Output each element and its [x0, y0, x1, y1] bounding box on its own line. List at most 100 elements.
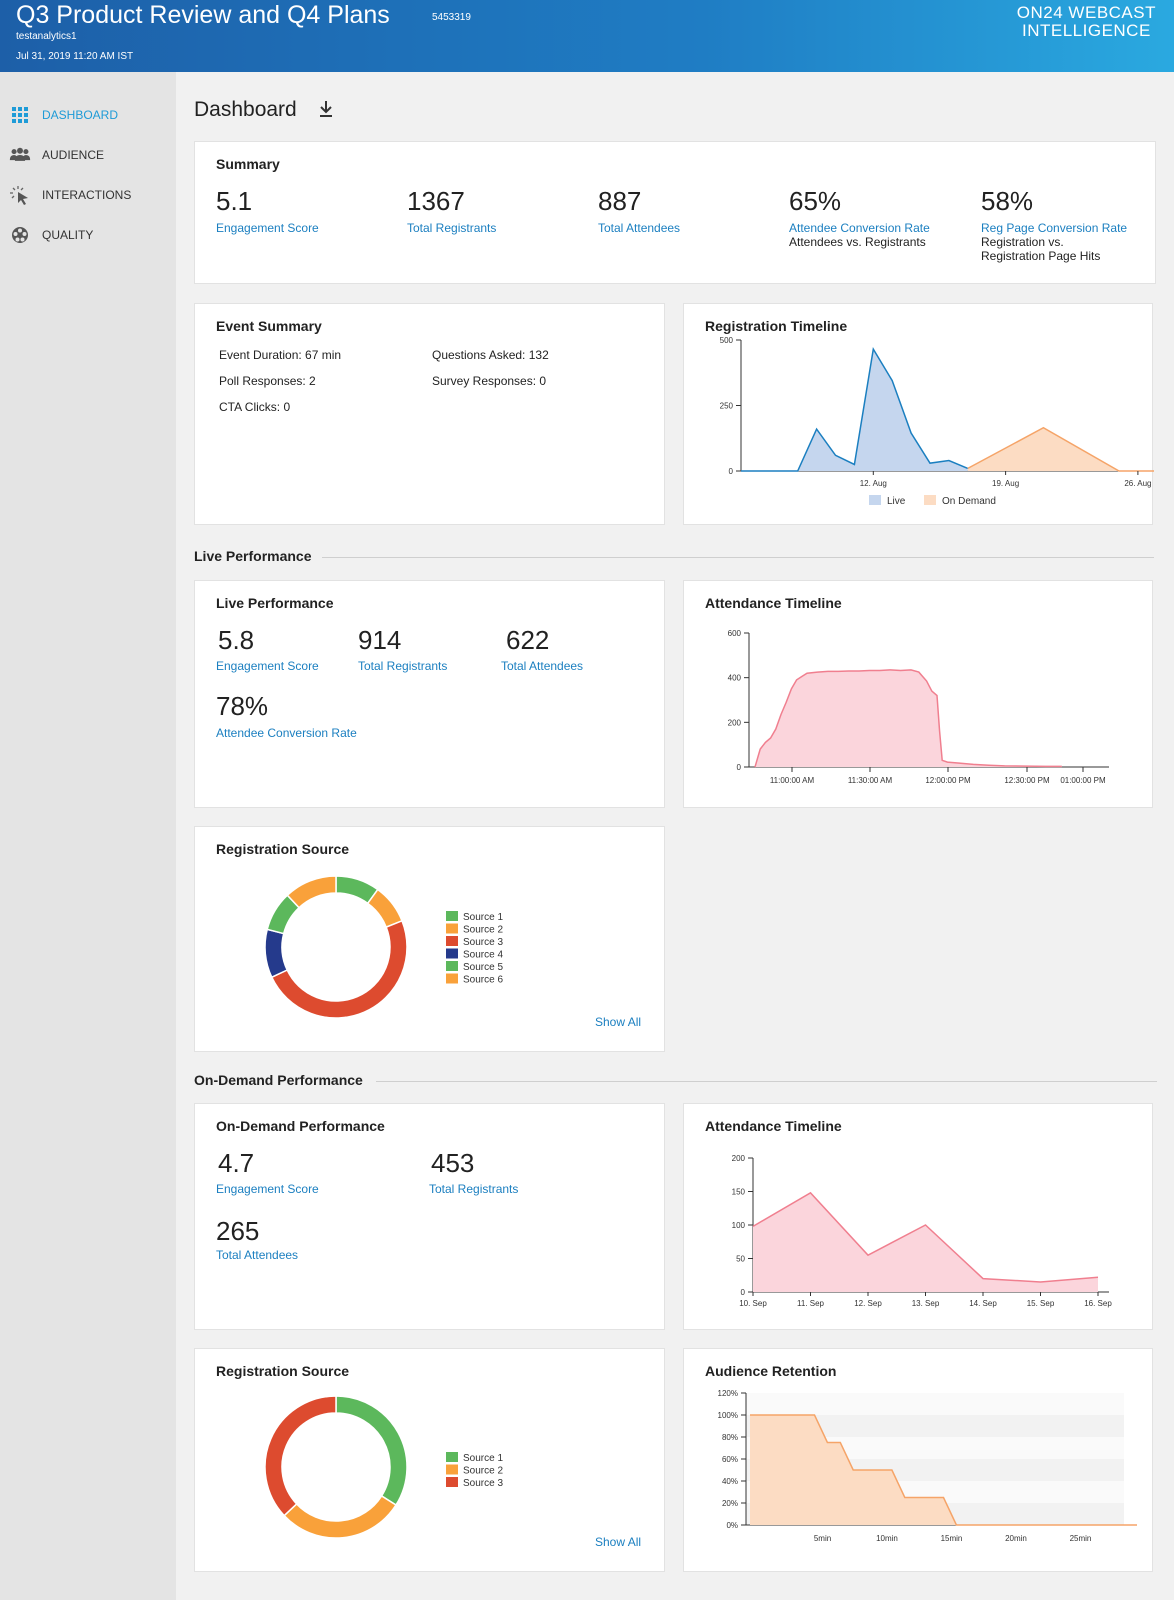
donut-slice-3 — [264, 1395, 337, 1517]
legend-swatch-6 — [446, 973, 458, 984]
section-divider — [322, 557, 1154, 558]
show-all-link[interactable]: Show All — [595, 1015, 642, 1029]
y-tick-label: 60% — [722, 1455, 738, 1464]
card-title: Live Performance — [216, 595, 334, 611]
legend-swatch-1 — [924, 495, 936, 505]
retention-line — [750, 1414, 1137, 1526]
x-tick-label: 15min — [941, 1534, 963, 1543]
y-tick-label: 0 — [737, 763, 742, 772]
x-tick-label: 10min — [876, 1534, 898, 1543]
x-tick-label: 12. Aug — [860, 479, 887, 488]
card-title: Event Summary — [216, 318, 322, 334]
sidebar-item-label: INTERACTIONS — [42, 188, 132, 202]
legend-label-1: Source 1 — [463, 1453, 503, 1464]
y-tick-label: 50 — [736, 1255, 745, 1264]
download-icon[interactable] — [318, 100, 334, 118]
y-tick-label: 150 — [732, 1188, 746, 1197]
live-attendee-conversion-label: Attendee Conversion Rate — [216, 726, 357, 740]
legend-label-5: Source 5 — [463, 962, 503, 973]
section-divider — [376, 1081, 1157, 1082]
live-performance-card: Live Performance 5.8 Engagement Score 91… — [194, 580, 665, 808]
x-tick-label: 25min — [1070, 1534, 1092, 1543]
x-tick-label: 15. Sep — [1027, 1299, 1055, 1308]
donut-slice-4 — [264, 928, 289, 979]
attendance-line — [752, 1191, 1099, 1283]
registration-timeline-chart: 0 250 500 12. Aug 19. Aug 26. Aug Live On Deman… — [720, 336, 1154, 507]
sidebar: DASHBOARD AUDIENCE INTERACTIONS — [0, 72, 176, 1600]
x-tick-label: 13. Sep — [912, 1299, 940, 1308]
ondemand-attendance-timeline-card: Attendance Timeline 0 50 100 150 200 10. Sep 1… — [683, 1103, 1153, 1330]
engagement-score-label: Engagement Score — [216, 221, 319, 235]
live-attendance-timeline-card: Attendance Timeline 0 200 400 600 11:00:00 A… — [683, 580, 1153, 808]
y-tick-label: 100% — [718, 1411, 738, 1420]
live-total-registrants-value: 914 — [358, 625, 402, 655]
legend-swatch-5 — [446, 961, 458, 971]
card-title: Registration Timeline — [705, 318, 848, 334]
x-tick-label: 19. Aug — [992, 479, 1019, 488]
legend-label-1: Source 1 — [463, 912, 503, 923]
attendee-conversion-label: Attendee Conversion Rate — [789, 221, 930, 235]
sidebar-item-dashboard[interactable]: DASHBOARD — [0, 100, 176, 130]
reg-page-conversion-label: Reg Page Conversion Rate — [981, 221, 1128, 235]
x-tick-label: 16. Sep — [1084, 1299, 1112, 1308]
live-total-registrants-label: Total Registrants — [358, 659, 448, 673]
y-tick-label: 20% — [722, 1499, 738, 1508]
legend-swatch-1 — [446, 1452, 458, 1462]
total-registrants-value: 1367 — [407, 186, 465, 216]
show-all-link[interactable]: Show All — [595, 1535, 642, 1549]
legend-label-3: Source 3 — [463, 937, 503, 948]
legend-swatch-3 — [446, 1477, 458, 1487]
legend-swatch-4 — [446, 948, 458, 959]
live-attendee-conversion-value: 78% — [216, 691, 269, 721]
ondemand-attendance-chart: 0 50 100 150 200 10. Sep 11. Sep 12. Sep 13. Sep… — [732, 1154, 1113, 1308]
y-tick-label: 500 — [720, 336, 734, 345]
section-header-live: Live Performance — [194, 548, 312, 564]
legend-swatch-0 — [869, 495, 881, 505]
ondemand-total-registrants-label: Total Registrants — [429, 1182, 519, 1196]
reg-page-conversion-sub-2: Registration Page Hits — [981, 249, 1101, 263]
registration-timeline-card: Registration Timeline 0 250 500 12. Aug 19. … — [683, 303, 1154, 525]
y-tick-label: 80% — [722, 1433, 738, 1442]
x-tick-label: 01:00:00 PM — [1060, 776, 1106, 785]
x-tick-label: 14. Sep — [969, 1299, 997, 1308]
audience-retention-card: Audience Retention 0% 20% 40% 60% 80% 100% 120… — [683, 1348, 1153, 1572]
legend-label-3: Source 3 — [463, 1478, 503, 1489]
survey-responses: Survey Responses: 0 — [432, 374, 547, 388]
plot-band — [746, 1393, 1124, 1415]
legend-swatch-3 — [446, 936, 458, 946]
section-header-ondemand: On-Demand Performance — [194, 1072, 363, 1088]
x-tick-label: 10. Sep — [739, 1299, 767, 1308]
x-tick-label: 12:00:00 PM — [925, 776, 971, 785]
donut-slice-1 — [335, 1395, 408, 1507]
series-line-0 — [741, 347, 969, 472]
sidebar-item-audience[interactable]: AUDIENCE — [0, 140, 176, 170]
brand-logo: ON24 WEBCAST INTELLIGENCE — [1017, 4, 1156, 40]
x-tick-label: 20min — [1005, 1534, 1027, 1543]
y-tick-label: 250 — [720, 402, 734, 411]
card-title: Attendance Timeline — [705, 595, 842, 611]
sidebar-item-quality[interactable]: QUALITY — [0, 220, 176, 250]
card-title: On-Demand Performance — [216, 1118, 385, 1134]
live-attendance-chart: 0 200 400 600 11:00:00 AM 11:30:00 AM 12:00:00… — [728, 629, 1109, 785]
series-area-1 — [967, 427, 1154, 471]
ondemand-performance-card: On-Demand Performance 4.7 Engagement Sco… — [194, 1103, 665, 1330]
legend-swatch-1 — [446, 911, 458, 921]
questions-asked: Questions Asked: 132 — [432, 348, 549, 362]
card-title: Summary — [216, 156, 280, 172]
legend-label-4: Source 4 — [463, 950, 503, 961]
event-duration: Event Duration: 67 min — [219, 348, 342, 362]
film-reel-icon — [12, 227, 28, 243]
live-total-attendees-label: Total Attendees — [501, 659, 584, 673]
live-engagement-score-label: Engagement Score — [216, 659, 319, 673]
y-tick-label: 0 — [741, 1288, 746, 1297]
legend-swatch-2 — [446, 1464, 458, 1475]
app-header: Q3 Product Review and Q4 Plans 5453319 t… — [0, 0, 1174, 72]
legend-swatch-2 — [446, 923, 458, 934]
total-attendees-value: 887 — [598, 186, 642, 216]
brand-line-2: INTELLIGENCE — [1021, 21, 1151, 40]
donut-slice-3 — [270, 919, 408, 1019]
sidebar-item-interactions[interactable]: INTERACTIONS — [0, 180, 176, 210]
y-tick-label: 200 — [728, 718, 742, 727]
